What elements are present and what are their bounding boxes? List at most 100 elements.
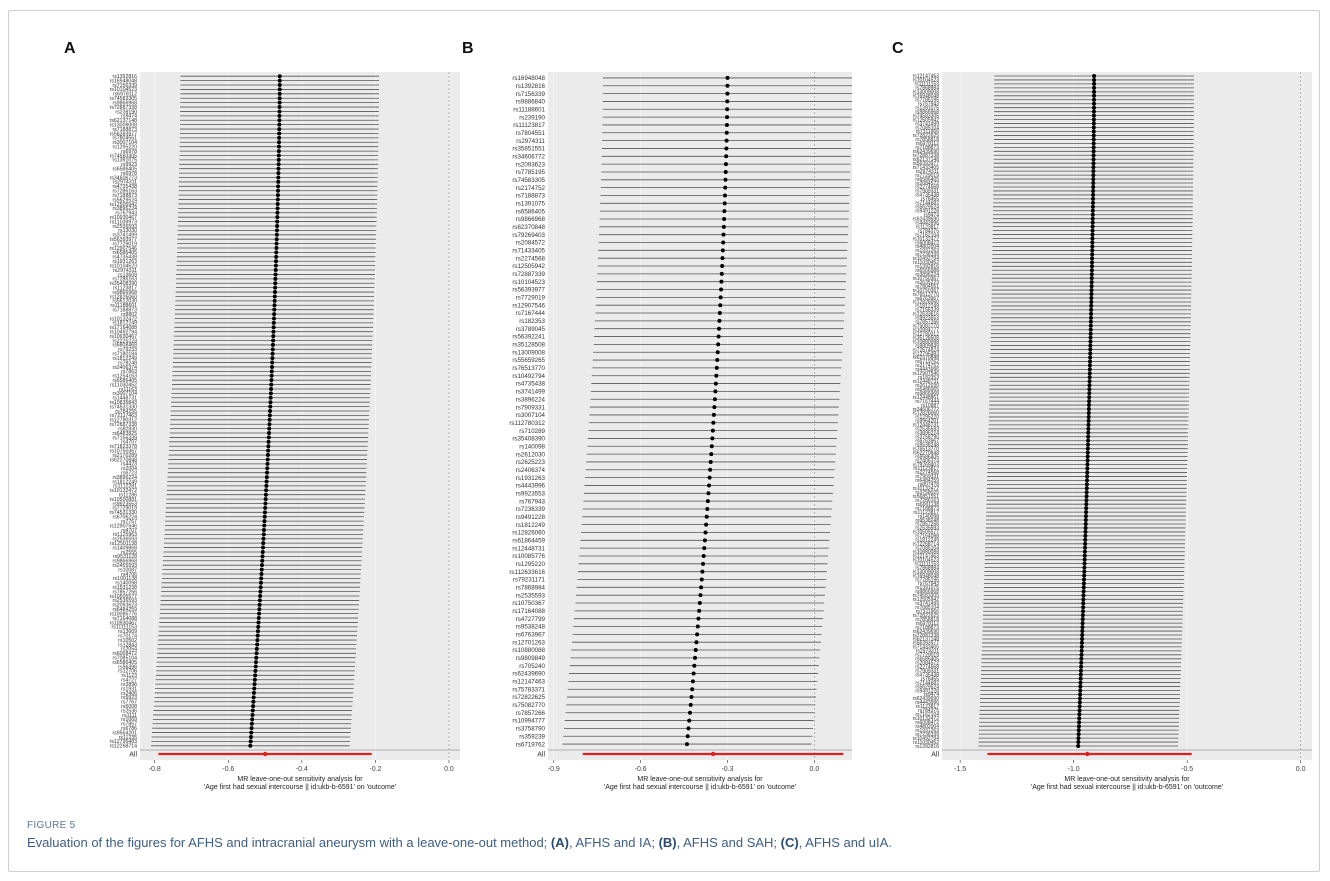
snp-estimate-point [277,83,282,88]
snp-estimate-point [709,444,714,449]
snp-estimate-point [277,135,282,140]
snp-estimate-point [724,154,729,159]
snp-estimate-point [249,730,254,735]
snp-estimate-point [1092,85,1097,90]
snp-estimate-point [268,395,273,400]
snp-label: rs7188873 [112,307,137,313]
snp-estimate-point [1081,605,1086,610]
snp-label: rs8802 [121,312,137,318]
snp-label: rs74583305 [913,593,940,599]
snp-label: rs10492794 [110,330,138,336]
snp-label: rs112633616 [509,569,545,576]
snp-label: rs10104523 [110,87,138,93]
snp-label: rs62370848 [512,224,545,231]
snp-label: rs9809849 [516,655,546,662]
snp-estimate-point [1077,696,1082,701]
snp-estimate-point [1091,161,1096,166]
snp-label: rs7085104 [915,605,939,611]
snp-label: rs1812249 [112,479,137,485]
snp-estimate-point [1086,414,1091,419]
snp-estimate-point [271,338,276,343]
snp-label: rs5612030 [112,299,137,305]
snp-estimate-point [264,488,269,493]
snp-estimate-point [257,602,262,607]
snp-label: rs6978 [121,171,137,177]
x-tick-label: 0.0 [809,766,819,773]
panel-a: A rs1392816 rs16948048 rs7156339 rs10104523… [28,40,468,791]
snp-estimate-point [252,682,257,687]
forest-plot-a: rs1392816rs16948048rs7156339rs10104523rs… [110,72,460,791]
snp-estimate-point [1091,157,1096,162]
snp-estimate-point [1091,196,1096,201]
snp-estimate-point [1090,224,1095,229]
snp-label: rs12268714 [913,542,940,548]
snp-label: rs2093623 [516,161,546,168]
snp-label: rs12448861 [913,395,940,401]
snp-label: rs6008 [121,704,137,710]
figure-caption: FIGURE 5 Evaluation of the figures for A… [27,820,1307,850]
snp-label: rs6763967 [915,296,939,302]
snp-label: rs2274568 [915,664,939,670]
snp-label: rs9866968 [516,216,546,223]
snp-estimate-point [1079,640,1084,645]
snp-estimate-point [1091,173,1096,178]
snp-estimate-point [1088,319,1093,324]
snp-estimate-point [1085,446,1090,451]
snp-estimate-point [1078,692,1083,697]
snp-label: rs1123817 [916,224,939,230]
snp-estimate-point [1078,688,1083,693]
panel-letter-a: A [64,40,76,57]
snp-estimate-point [702,538,707,543]
snp-estimate-point [1091,153,1096,158]
snp-label: rs6486065 [915,387,939,393]
snp-estimate-point [261,527,266,532]
snp-label: rs56393977 [512,287,545,294]
snp-estimate-point [272,312,277,317]
snp-label: rs1931263 [915,728,939,734]
snp-label: rs9866968 [112,290,137,296]
snp-estimate-point [720,264,725,269]
snp-label: rs6978112 [113,92,137,98]
snp-label: rs2974311 [916,649,939,655]
snp-estimate-point [1085,458,1090,463]
figure-caption-text: Evaluation of the figures for AFHS and i… [27,835,1307,850]
snp-estimate-point [273,268,278,273]
snp-estimate-point [722,201,727,206]
snp-estimate-point [277,78,282,83]
x-tick-label: -0.4 [296,766,308,773]
snp-label: rs7164088 [915,534,939,540]
snp-label: rs5629524 [112,197,137,203]
snp-label: rs9866968 [112,100,137,106]
snp-estimate-point [1090,212,1095,217]
snp-label: rs2174752 [516,185,546,192]
snp-estimate-point [1085,466,1090,471]
snp-estimate-point [1083,518,1088,523]
panel-letter-b: B [462,40,474,57]
snp-estimate-point [267,422,272,427]
snp-label: rs10994777 [512,718,545,725]
snp-estimate-point [253,668,258,673]
snp-estimate-point [725,99,730,104]
snp-label: rs3741499 [112,233,137,239]
snp-label: rs140098 [519,443,545,450]
snp-estimate-point [274,246,279,251]
snp-label: rs2535593 [915,427,939,433]
snp-estimate-point [1086,403,1091,408]
snp-label: rs3896224 [915,272,939,278]
snp-label: rs62137148 [913,157,940,163]
snp-label: rs10750367 [913,276,940,282]
x-tick-label: -0.2 [369,766,381,773]
snp-estimate-point [256,616,261,621]
snp-label: rs6008472 [112,651,137,657]
snp-label: rs35128508 [913,335,940,341]
snp-label: rs7729019 [915,653,939,659]
snp-estimate-point [707,483,712,488]
snp-label: rs79269403 [512,232,545,239]
snp-estimate-point [267,413,272,418]
snp-estimate-point [1079,660,1084,665]
snp-label: rs10750367 [110,448,138,454]
snp-label: rs2536593 [112,537,137,543]
snp-estimate-point [719,287,724,292]
snp-estimate-point [1090,252,1095,257]
snp-label: rs62270848 [913,450,940,456]
